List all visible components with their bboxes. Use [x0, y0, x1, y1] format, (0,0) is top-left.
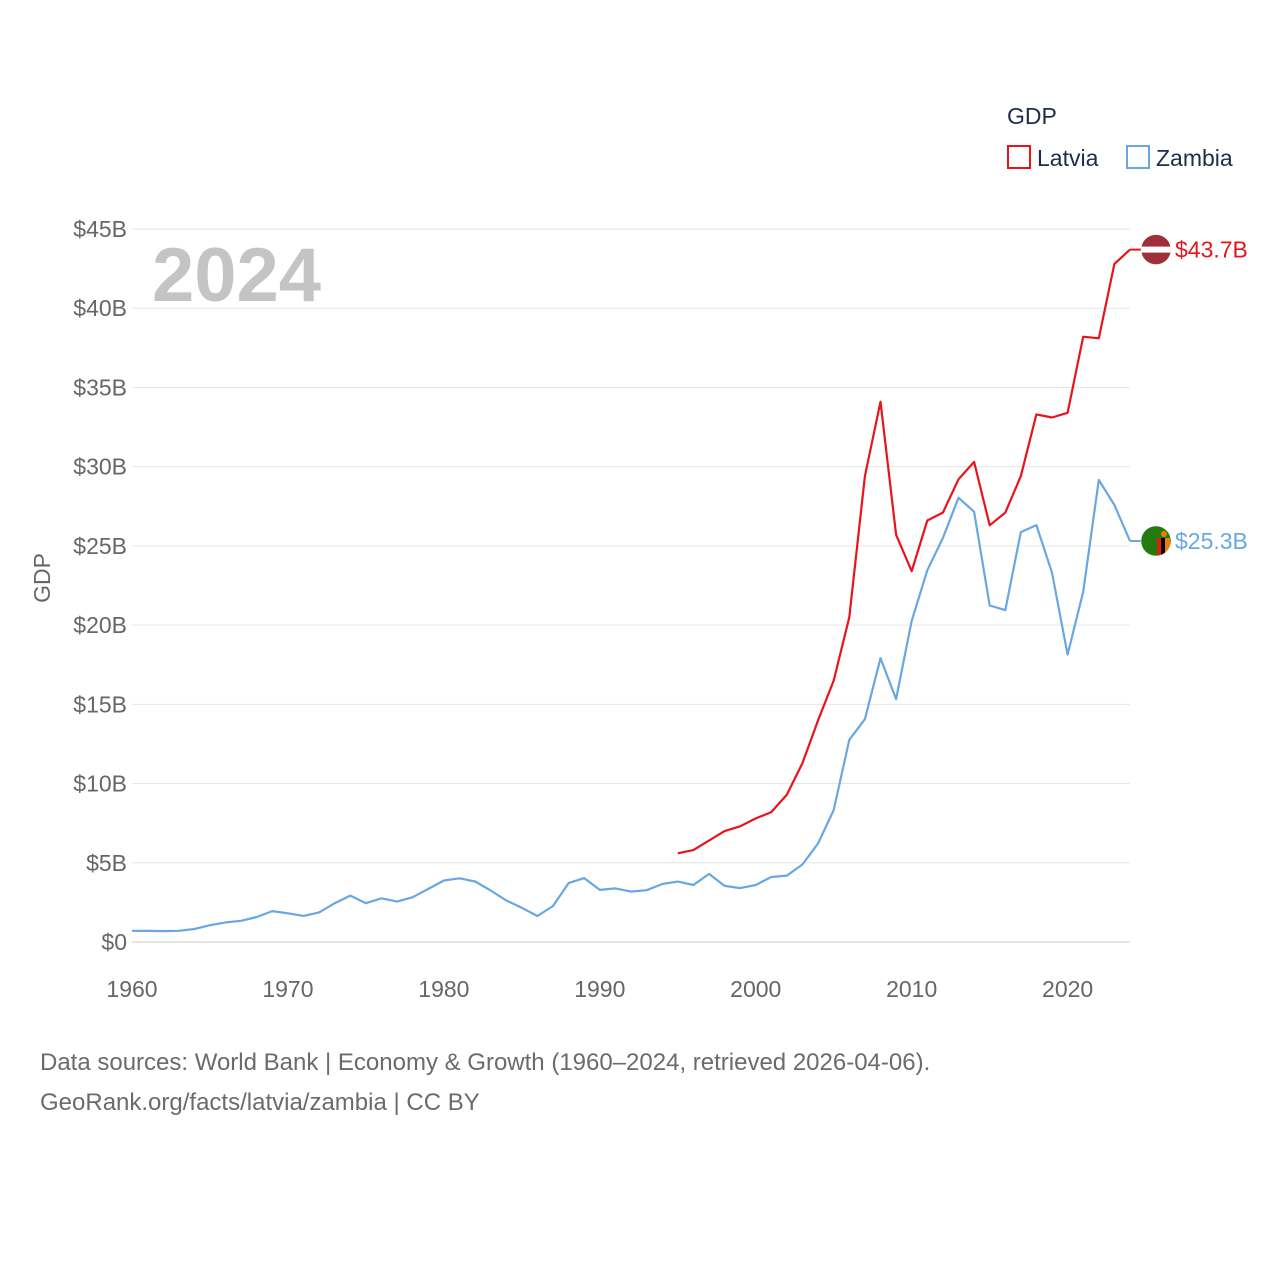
- series-line-latvia[interactable]: [677, 248, 1131, 855]
- y-tick-label: $10B: [73, 771, 127, 797]
- y-tick-label: $25B: [73, 533, 127, 559]
- y-tick-label: $15B: [73, 691, 127, 717]
- end-marker-latvia: $43.7B: [1130, 234, 1248, 265]
- legend-swatch-latvia: [1007, 145, 1031, 169]
- y-axis-ticks: $0 $5B $10B $15B $20B $25B $30B $35B $40B $45B: [73, 216, 127, 955]
- source-note: Data sources: World Bank | Economy & Gro…: [40, 1043, 930, 1123]
- y-tick-label: $5B: [86, 850, 127, 876]
- line-chart: $0 $5B $10B $15B $20B $25B $30B $35B $40B $45B 19…: [29, 103, 1248, 1002]
- end-value-label: $43.7B: [1175, 237, 1248, 263]
- end-markers: $43.7B $25.3B: [1130, 234, 1248, 557]
- y-tick-label: $0: [101, 929, 127, 955]
- x-tick-label: 1990: [574, 976, 625, 1002]
- series-lines: [131, 248, 1132, 933]
- latvia-flag-icon: [1141, 234, 1171, 265]
- x-tick-label: 1970: [262, 976, 313, 1002]
- year-label: 2024: [152, 233, 321, 318]
- legend-title: GDP: [1007, 103, 1057, 129]
- legend-label-latvia: Latvia: [1037, 145, 1099, 171]
- source-line-1: Data sources: World Bank | Economy & Gro…: [40, 1049, 931, 1076]
- x-tick-label: 1980: [418, 976, 469, 1002]
- y-tick-label: $40B: [73, 295, 127, 321]
- legend: GDP Latvia Zambia: [1007, 103, 1233, 171]
- x-tick-label: 2020: [1042, 976, 1093, 1002]
- end-marker-zambia: $25.3B: [1130, 525, 1248, 557]
- x-tick-label: 2000: [730, 976, 781, 1002]
- legend-item-latvia[interactable]: Latvia: [1007, 145, 1099, 171]
- end-value-label: $25.3B: [1175, 528, 1248, 554]
- series-line-zambia[interactable]: [131, 478, 1132, 933]
- x-tick-label: 1960: [106, 976, 157, 1002]
- legend-item-zambia[interactable]: Zambia: [1126, 145, 1233, 171]
- gridlines: [132, 228, 1130, 943]
- y-tick-label: $35B: [73, 374, 127, 400]
- y-axis-label: GDP: [29, 553, 55, 603]
- y-tick-label: $45B: [73, 216, 127, 242]
- y-tick-label: $30B: [73, 454, 127, 480]
- x-axis-ticks: 1960 1970 1980 1990 2000 2010 2020: [106, 976, 1093, 1002]
- legend-swatch-zambia: [1126, 145, 1150, 169]
- source-line-2[interactable]: GeoRank.org/facts/latvia/zambia | CC BY: [40, 1089, 480, 1116]
- legend-label-zambia: Zambia: [1156, 145, 1233, 171]
- y-tick-label: $20B: [73, 612, 127, 638]
- zambia-flag-icon: [1141, 525, 1171, 556]
- x-tick-label: 2010: [886, 976, 937, 1002]
